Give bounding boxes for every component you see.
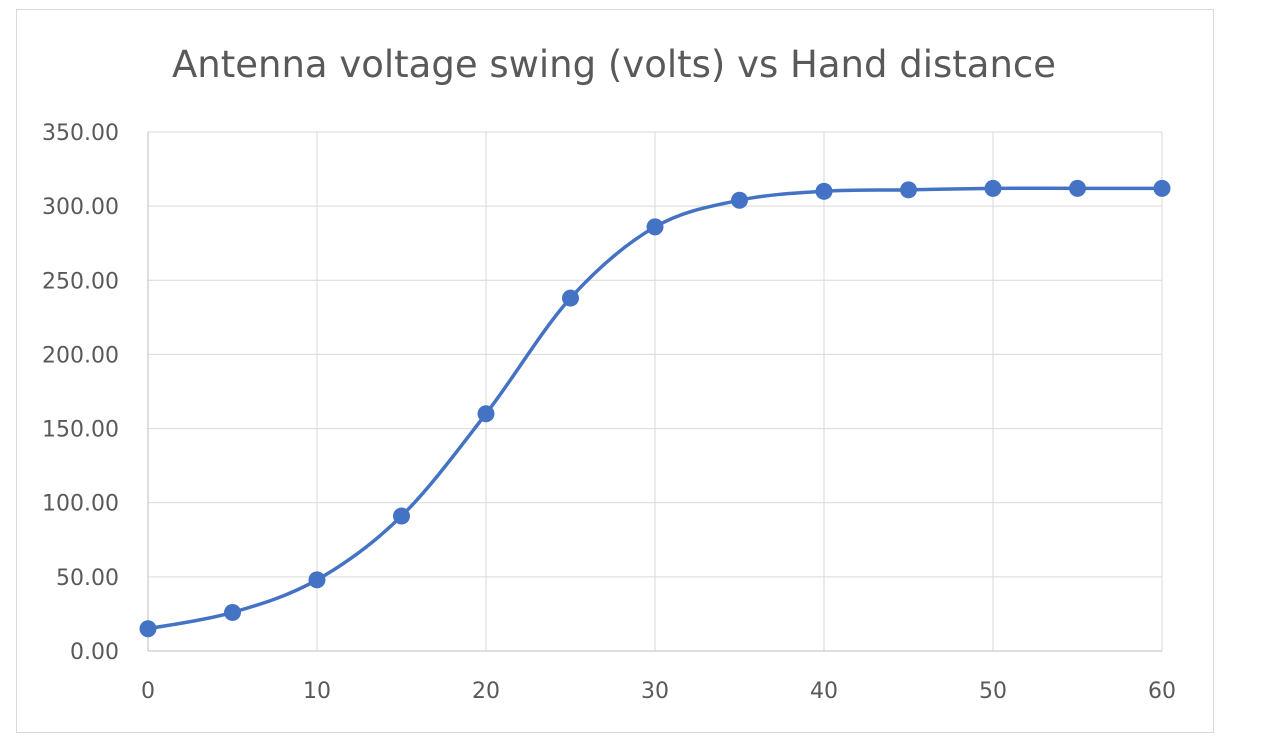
data-point xyxy=(308,571,326,589)
data-point xyxy=(393,507,410,525)
data-point xyxy=(815,182,833,200)
data-point xyxy=(900,181,917,199)
grid-lines xyxy=(148,131,1163,651)
y-tick-label: 150.00 xyxy=(42,418,119,443)
data-point xyxy=(224,603,241,621)
data-point xyxy=(731,191,748,209)
y-tick-label: 200.00 xyxy=(42,343,119,368)
data-point xyxy=(646,218,664,236)
data-point xyxy=(139,620,157,638)
y-tick-label: 50.00 xyxy=(56,566,119,591)
data-point xyxy=(477,405,495,423)
x-tick-label: 20 xyxy=(472,679,500,704)
chart-title: Antenna voltage swing (volts) vs Hand di… xyxy=(172,43,1056,86)
chart-frame xyxy=(16,9,1214,733)
axes xyxy=(147,132,1162,652)
data-point xyxy=(1069,179,1086,197)
y-tick-labels: 0.00 50.00 100.00 150.00 200.00 250.00 300.00 3… xyxy=(42,121,119,665)
series-layer xyxy=(139,179,1171,638)
y-tick-label: 250.00 xyxy=(42,269,119,294)
y-tick-label: 300.00 xyxy=(42,195,119,220)
x-tick-label: 30 xyxy=(641,679,669,704)
data-point xyxy=(984,179,1002,197)
data-point xyxy=(562,289,579,307)
x-tick-label: 40 xyxy=(810,679,838,704)
x-tick-label: 0 xyxy=(141,679,155,704)
x-tick-labels: 0 10 20 30 40 50 60 xyxy=(141,679,1176,704)
x-tick-label: 60 xyxy=(1148,679,1176,704)
y-tick-label: 100.00 xyxy=(42,492,119,517)
data-point xyxy=(1153,179,1171,197)
x-tick-label: 50 xyxy=(979,679,1007,704)
y-tick-label: 350.00 xyxy=(42,121,119,146)
x-tick-label: 10 xyxy=(303,679,331,704)
y-tick-label: 0.00 xyxy=(70,640,119,665)
